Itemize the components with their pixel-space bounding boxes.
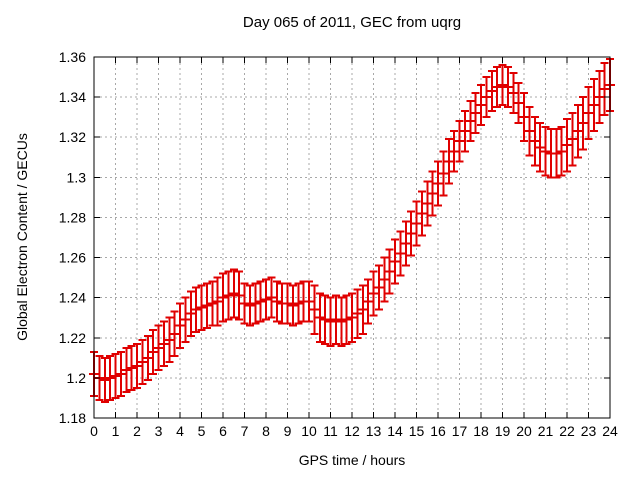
y-tick-label: 1.26 (59, 250, 86, 266)
y-tick-label: 1.24 (59, 290, 86, 306)
x-tick-label: 18 (473, 423, 489, 439)
y-tick-label: 1.36 (59, 49, 86, 65)
x-tick-label: 0 (90, 423, 98, 439)
x-tick-label: 6 (219, 423, 227, 439)
x-tick-label: 1 (112, 423, 120, 439)
x-tick-label: 4 (176, 423, 184, 439)
x-tick-label: 3 (155, 423, 163, 439)
x-tick-label: 5 (198, 423, 206, 439)
x-tick-label: 20 (516, 423, 532, 439)
x-tick-label: 2 (133, 423, 141, 439)
x-tick-label: 16 (430, 423, 446, 439)
x-tick-label: 13 (366, 423, 382, 439)
x-tick-label: 9 (284, 423, 292, 439)
gec-error-bar-series (89, 58, 615, 403)
x-tick-label: 21 (538, 423, 554, 439)
y-tick-label: 1.22 (59, 330, 86, 346)
x-tick-label: 11 (323, 423, 338, 439)
x-tick-label: 22 (559, 423, 575, 439)
x-tick-label: 12 (344, 423, 360, 439)
x-tick-label: 23 (581, 423, 597, 439)
y-tick-label: 1.34 (59, 89, 86, 105)
y-tick-label: 1.18 (59, 410, 86, 426)
gridlines (95, 58, 609, 417)
y-tick-label: 1.32 (59, 129, 86, 145)
y-tick-label: 1.28 (59, 209, 86, 225)
chart-title: Day 065 of 2011, GEC from uqrg (242, 14, 462, 31)
x-tick-label: 14 (387, 423, 403, 439)
x-tick-label: 17 (452, 423, 468, 439)
y-tick-label: 1.2 (67, 370, 87, 386)
tick-labels: 0 1 2 3 4 5 6 7 8 9 10 11 12 13 14 15 16 17 18 19 20 21 22 23 24… (59, 49, 618, 439)
x-tick-label: 8 (262, 423, 270, 439)
x-tick-label: 24 (602, 423, 618, 439)
y-tick-label: 1.3 (67, 169, 87, 185)
x-tick-label: 10 (301, 423, 317, 439)
x-axis-title: GPS time / hours (298, 452, 406, 468)
x-tick-label: 7 (241, 423, 249, 439)
x-tick-label: 19 (495, 423, 511, 439)
x-tick-label: 15 (409, 423, 425, 439)
axes (93, 56, 611, 419)
